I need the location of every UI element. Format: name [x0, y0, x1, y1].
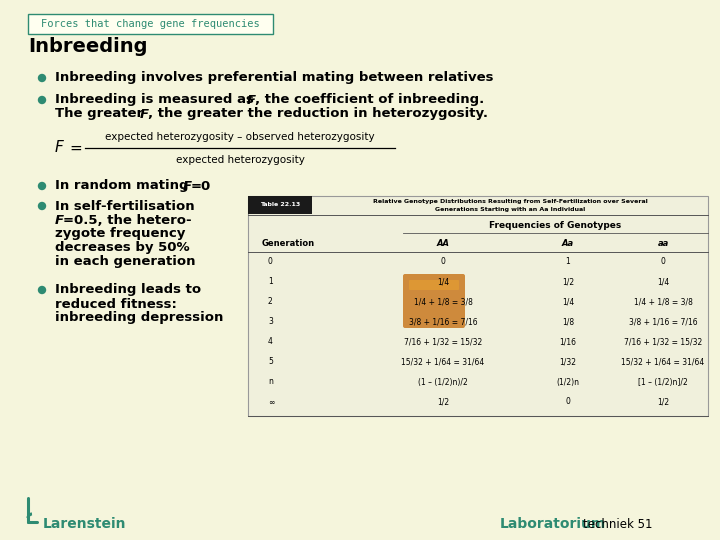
Text: 0: 0	[566, 397, 570, 407]
Text: Forces that change gene frequencies: Forces that change gene frequencies	[41, 19, 260, 29]
Text: The greater: The greater	[55, 107, 148, 120]
Text: in each generation: in each generation	[55, 255, 196, 268]
Text: 0: 0	[268, 258, 273, 267]
Text: ∞: ∞	[268, 397, 274, 407]
Text: Inbreeding is measured as: Inbreeding is measured as	[55, 93, 258, 106]
Text: 1/8: 1/8	[562, 318, 574, 327]
Text: Laboratorium: Laboratorium	[500, 517, 606, 531]
Text: 1/4 + 1/8 = 3/8: 1/4 + 1/8 = 3/8	[413, 298, 472, 307]
Text: 1/2: 1/2	[437, 397, 449, 407]
Text: =0: =0	[191, 179, 211, 192]
Text: Generations Starting with an Aa Individual: Generations Starting with an Aa Individu…	[435, 206, 585, 212]
Circle shape	[38, 202, 45, 210]
Text: F: F	[55, 140, 64, 156]
Text: Relative Genotype Distributions Resulting from Self-Fertilization over Several: Relative Genotype Distributions Resultin…	[373, 199, 647, 205]
Text: zygote frequency: zygote frequency	[55, 227, 185, 240]
Text: Inbreeding: Inbreeding	[28, 37, 148, 56]
Text: 7/16 + 1/32 = 15/32: 7/16 + 1/32 = 15/32	[624, 338, 702, 347]
Text: (1/2)n: (1/2)n	[557, 377, 580, 387]
Text: 5: 5	[268, 357, 273, 367]
Text: In random mating: In random mating	[55, 179, 193, 192]
Text: expected heterozygosity – observed heterozygosity: expected heterozygosity – observed heter…	[105, 132, 375, 142]
Text: 1/4: 1/4	[562, 298, 574, 307]
Text: =0.5, the hetero-: =0.5, the hetero-	[63, 213, 192, 226]
Circle shape	[38, 75, 45, 82]
Text: Inbreeding leads to: Inbreeding leads to	[55, 284, 201, 296]
Text: 0: 0	[441, 258, 446, 267]
FancyBboxPatch shape	[403, 274, 465, 328]
FancyBboxPatch shape	[28, 14, 273, 34]
Text: inbreeding depression: inbreeding depression	[55, 312, 223, 325]
Text: techniek 51: techniek 51	[583, 517, 652, 530]
Text: Larenstein: Larenstein	[43, 517, 127, 531]
FancyBboxPatch shape	[409, 280, 459, 290]
Text: 1/4 + 1/8 = 3/8: 1/4 + 1/8 = 3/8	[634, 298, 693, 307]
Text: F: F	[247, 93, 256, 106]
Text: aa: aa	[657, 240, 669, 248]
Text: (1 – (1/2)n)/2: (1 – (1/2)n)/2	[418, 377, 468, 387]
Text: , the greater the reduction in heterozygosity.: , the greater the reduction in heterozyg…	[148, 107, 488, 120]
FancyBboxPatch shape	[248, 196, 708, 416]
Text: In self-fertilisation: In self-fertilisation	[55, 199, 194, 213]
Text: AA: AA	[436, 240, 449, 248]
FancyBboxPatch shape	[248, 196, 312, 214]
Text: 4: 4	[268, 338, 273, 347]
Text: 15/32 + 1/64 = 31/64: 15/32 + 1/64 = 31/64	[401, 357, 485, 367]
Text: Frequencies of Genotypes: Frequencies of Genotypes	[490, 220, 621, 230]
Text: decreases by 50%: decreases by 50%	[55, 241, 189, 254]
Text: expected heterozygosity: expected heterozygosity	[176, 155, 305, 165]
Text: F: F	[140, 107, 149, 120]
Text: Inbreeding involves preferential mating between relatives: Inbreeding involves preferential mating …	[55, 71, 493, 84]
Text: Aa: Aa	[562, 240, 574, 248]
Text: 1: 1	[566, 258, 570, 267]
Text: reduced fitness:: reduced fitness:	[55, 298, 177, 310]
Text: 3: 3	[268, 318, 273, 327]
Circle shape	[38, 287, 45, 294]
Text: F: F	[55, 213, 64, 226]
Text: 1/4: 1/4	[437, 278, 449, 287]
Text: 1/2: 1/2	[562, 278, 574, 287]
Text: 1/32: 1/32	[559, 357, 577, 367]
Text: 0: 0	[660, 258, 665, 267]
Text: F: F	[183, 179, 192, 192]
Text: 3/8 + 1/16 = 7/16: 3/8 + 1/16 = 7/16	[409, 318, 477, 327]
Text: Table 22.13: Table 22.13	[260, 202, 300, 207]
Text: 15/32 + 1/64 = 31/64: 15/32 + 1/64 = 31/64	[621, 357, 705, 367]
Text: , the coefficient of inbreeding.: , the coefficient of inbreeding.	[255, 93, 485, 106]
Text: 1/4: 1/4	[657, 278, 669, 287]
Text: 7/16 + 1/32 = 15/32: 7/16 + 1/32 = 15/32	[404, 338, 482, 347]
Text: [1 – (1/2)n]/2: [1 – (1/2)n]/2	[638, 377, 688, 387]
Text: 3/8 + 1/16 = 7/16: 3/8 + 1/16 = 7/16	[629, 318, 697, 327]
Text: =: =	[69, 140, 82, 156]
Text: Generation: Generation	[261, 240, 315, 248]
Text: n: n	[268, 377, 273, 387]
Circle shape	[38, 183, 45, 190]
Text: 2: 2	[268, 298, 273, 307]
Text: 1: 1	[268, 278, 273, 287]
Text: 1/16: 1/16	[559, 338, 577, 347]
Text: 1/2: 1/2	[657, 397, 669, 407]
Circle shape	[38, 97, 45, 104]
